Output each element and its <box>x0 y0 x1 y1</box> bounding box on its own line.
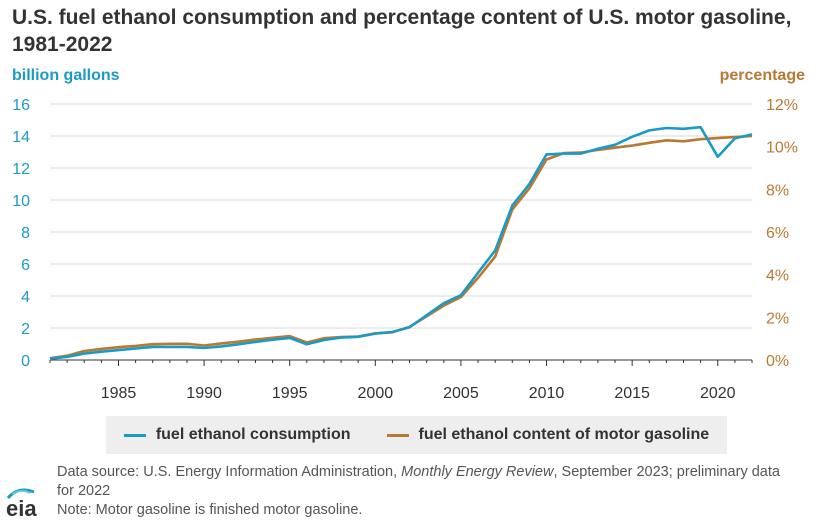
legend-swatch-consumption <box>123 433 146 437</box>
legend-item-content: fuel ethanol content of motor gasoline <box>386 426 710 444</box>
legend: fuel ethanol consumption fuel ethanol co… <box>106 416 727 454</box>
series-lines <box>49 125 753 360</box>
y-right-tick-label: 6% <box>766 225 789 242</box>
x-tick-label: 2020 <box>700 385 736 402</box>
source-suffix: , September 2023; preliminary data for 2… <box>57 464 780 499</box>
y-right-tick-label: 4% <box>766 268 789 285</box>
chart-title: U.S. fuel ethanol consumption and percen… <box>12 6 792 56</box>
y-left-tick-label: 14 <box>12 129 30 146</box>
y-left-tick-label: 6 <box>21 257 30 274</box>
y-left-tick-label: 4 <box>21 289 30 306</box>
x-tick-label: 1995 <box>272 385 308 402</box>
x-tick-label: 2000 <box>358 385 394 402</box>
legend-swatch-content <box>386 433 409 437</box>
y-right-tick-label: 12% <box>766 97 798 114</box>
svg-text:eia: eia <box>6 496 37 520</box>
x-tick-label: 2010 <box>529 385 565 402</box>
series-line-content <box>49 134 753 360</box>
x-tick-label: 2015 <box>614 385 650 402</box>
y-left-tick-label: 12 <box>12 161 30 178</box>
y-right-tick-label: 8% <box>766 182 789 199</box>
legend-label-content: fuel ethanol content of motor gasoline <box>418 426 710 443</box>
data-source: Data source: U.S. Energy Information Adm… <box>57 463 797 501</box>
x-tick-label: 1990 <box>186 385 222 402</box>
y-left-tick-label: 16 <box>12 97 30 114</box>
axes: 0 2 4 6 8 10 12 14 16 0% 2% 4% 6% 8% 10% 12% 1985 1990 199… <box>12 97 798 402</box>
x-tick-label: 2005 <box>443 385 479 402</box>
eia-logo-icon: eia <box>6 488 37 520</box>
y-left-tick-label: 2 <box>21 321 30 338</box>
legend-label-consumption: fuel ethanol consumption <box>155 426 351 443</box>
y-right-tick-label: 2% <box>766 310 789 327</box>
series-line-consumption <box>49 125 753 360</box>
legend-item-consumption: fuel ethanol consumption <box>123 426 351 444</box>
y-right-tick-label: 10% <box>766 140 798 157</box>
y-left-tick-label: 8 <box>21 225 30 242</box>
y-axis-right-label: percentage <box>719 67 805 84</box>
y-left-tick-label: 10 <box>12 193 30 210</box>
y-axis-left-label: billion gallons <box>12 67 120 84</box>
source-publication: Monthly Energy Review <box>401 464 554 480</box>
y-right-tick-label: 0% <box>766 353 789 370</box>
y-left-tick-label: 0 <box>21 353 30 370</box>
source-prefix: Data source: U.S. Energy Information Adm… <box>57 464 402 480</box>
x-tick-label: 1985 <box>101 385 137 402</box>
note: Note: Motor gasoline is finished motor g… <box>57 502 363 518</box>
chart-plot: 0 2 4 6 8 10 12 14 16 0% 2% 4% 6% 8% 10% 12% 1985 1990 199… <box>12 97 798 402</box>
grid-lines <box>50 103 752 329</box>
